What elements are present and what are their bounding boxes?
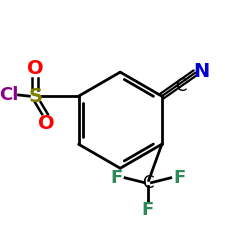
Text: F: F	[110, 169, 123, 187]
Text: C: C	[175, 77, 187, 95]
Text: S: S	[28, 87, 42, 106]
Text: N: N	[193, 62, 210, 81]
Text: F: F	[173, 169, 185, 187]
Text: O: O	[38, 114, 54, 133]
Text: C: C	[142, 174, 154, 192]
Text: F: F	[142, 201, 154, 219]
Text: Cl: Cl	[0, 86, 18, 104]
Text: O: O	[27, 59, 44, 78]
